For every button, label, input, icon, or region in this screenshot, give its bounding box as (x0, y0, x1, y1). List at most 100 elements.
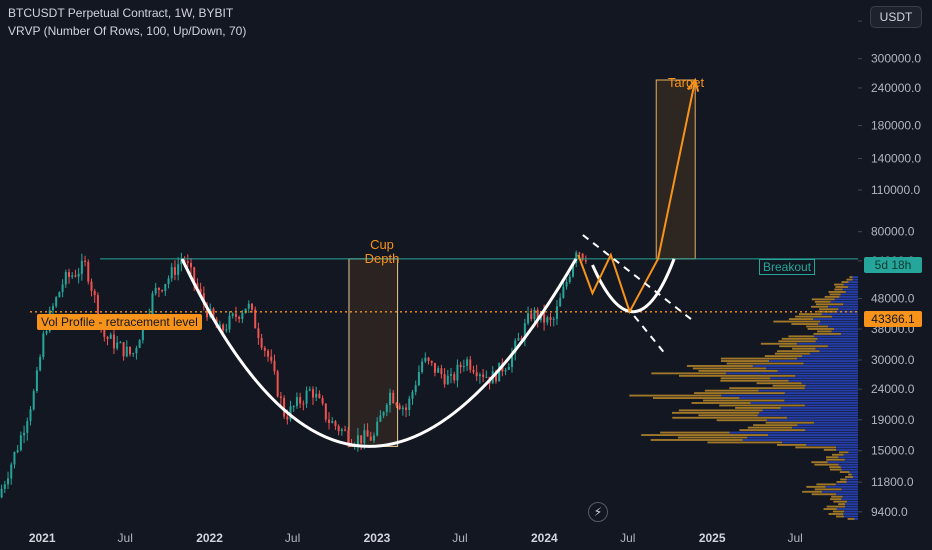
vp-row-down (720, 377, 771, 380)
candle-body (411, 391, 414, 399)
vp-row-up (836, 446, 858, 449)
vp-row-up (809, 352, 858, 355)
vp-row-up (846, 480, 858, 483)
vp-row-up (820, 320, 858, 323)
y-tick-label: 24000.0 (871, 382, 915, 396)
vol-profile-label: Vol Profile - retracement level (37, 314, 202, 330)
indicator-legend[interactable]: VRVP (Number Of Rows, 100, Up/Down, 70) (8, 24, 247, 38)
candle-body (3, 484, 6, 489)
cup-depth-label-line1: Cup (370, 237, 394, 252)
vp-row-up (853, 476, 858, 478)
candle-body (559, 297, 562, 307)
candle-body (267, 350, 270, 357)
candle-body (250, 303, 253, 310)
candle-body (533, 309, 536, 320)
vp-row-down (848, 473, 852, 476)
vp-row-up (768, 434, 858, 436)
vp-row-down (811, 298, 835, 301)
vp-row-up (805, 429, 858, 432)
candle-body (244, 308, 247, 314)
vp-row-down (845, 476, 854, 478)
vp-row-down (726, 362, 804, 365)
vp-row-up (784, 399, 858, 402)
vp-row-down (814, 300, 831, 303)
vp-row-up (846, 478, 858, 481)
vp-row-down (704, 389, 759, 392)
vp-row-down (838, 451, 849, 454)
vp-row-down (671, 411, 760, 414)
time-axis: 2021 Jul 2022 Jul 2023 Jul 2024 Jul 2025 Jul (29, 531, 803, 545)
vp-row-down (677, 436, 748, 439)
vp-row-up (828, 305, 858, 308)
candle-body (90, 281, 93, 291)
vp-row-down (652, 397, 740, 399)
candle-body (308, 389, 311, 391)
vp-row-up (801, 382, 858, 385)
candle-body (482, 374, 485, 378)
currency-button[interactable]: USDT (870, 6, 922, 28)
vp-row-up (848, 281, 858, 284)
y-tick-label: 48000.0 (871, 292, 915, 306)
vp-row-up (815, 347, 858, 350)
vp-row-down (651, 372, 726, 375)
cup-curve (180, 258, 578, 448)
vp-row-up (814, 421, 858, 424)
y-tick-label: 80000.0 (871, 225, 915, 239)
candle-body (35, 370, 38, 392)
candle-body (225, 329, 228, 331)
vp-row-down (832, 510, 845, 513)
vp-row-down (814, 463, 839, 466)
candle-body (135, 348, 138, 354)
vp-row-up (845, 503, 858, 506)
candle-body (366, 430, 369, 437)
vp-row-up (759, 411, 858, 414)
vp-row-down (823, 508, 837, 510)
vp-row-up (758, 389, 858, 392)
candle-body (571, 263, 574, 277)
candle-body (318, 393, 321, 399)
candle-body (222, 324, 225, 331)
x-tick-label: Jul (118, 531, 133, 545)
y-tick-label: 30000.0 (871, 353, 915, 367)
candle-body (61, 284, 64, 293)
candle-body (527, 313, 530, 324)
vp-row-up (725, 372, 858, 375)
vp-row-up (804, 404, 858, 407)
candle-body (263, 347, 266, 351)
candle-body (26, 421, 29, 433)
candle-body (568, 276, 571, 282)
vp-row-up (766, 367, 858, 370)
candle-body (39, 356, 42, 371)
vp-row-up (844, 510, 858, 513)
candle-body (286, 416, 289, 420)
candle-body (446, 375, 449, 385)
y-tick-label: 19000.0 (871, 413, 915, 427)
y-tick-label: 9400.0 (871, 505, 908, 519)
tradingview-logo-icon[interactable]: ⚡ (588, 502, 608, 522)
volume-profile (629, 276, 858, 520)
vp-row-down (841, 281, 849, 284)
candle-body (45, 331, 48, 334)
candle-body (199, 288, 202, 294)
candle-body (170, 267, 173, 279)
y-tick-label: 140000.0 (871, 151, 921, 165)
candle-body (321, 398, 324, 404)
candle-body (555, 306, 558, 319)
vp-row-up (747, 436, 858, 439)
cup-depth-box (348, 258, 399, 447)
candle-body (16, 450, 19, 453)
vp-row-down (764, 355, 803, 358)
breakout-label: Breakout (759, 259, 816, 275)
cup-depth-label: Cup Depth (352, 238, 412, 266)
vp-row-up (842, 288, 858, 291)
candle-body (395, 403, 398, 406)
candle-body (84, 260, 87, 262)
candle-body (369, 436, 372, 441)
vp-row-up (762, 409, 858, 412)
candle-body (315, 393, 318, 398)
vp-row-down (832, 453, 844, 456)
candle-body (520, 338, 523, 340)
vp-row-down (650, 439, 743, 441)
candle-body (578, 252, 581, 254)
